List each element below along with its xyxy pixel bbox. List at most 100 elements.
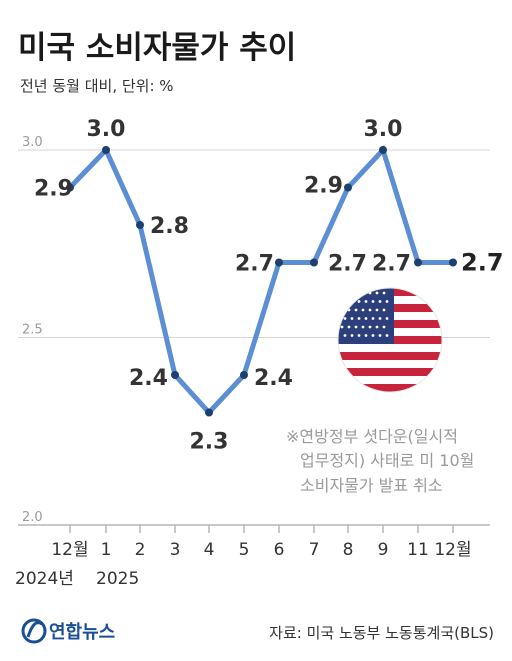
note-line-3: 소비자물가 발표 취소 (300, 476, 443, 495)
data-point (66, 183, 74, 192)
flag-star (375, 308, 379, 312)
data-label: 2.8 (150, 214, 189, 239)
flag-star (350, 334, 354, 337)
flag-star (354, 291, 358, 295)
x-tick-label: 2 (135, 540, 146, 560)
data-point (379, 146, 387, 154)
flag-star (361, 325, 365, 329)
logo-text: 연합뉴스 (49, 621, 115, 643)
x-tick-label: 6 (274, 540, 285, 560)
flag-star (354, 325, 358, 329)
x-tick-label: 9 (378, 540, 389, 560)
y-tick-label: 2.5 (22, 323, 43, 338)
x-tick-label: 5 (239, 540, 250, 560)
data-point (275, 258, 283, 267)
data-point (136, 221, 144, 229)
flag-star (375, 325, 379, 329)
flag-star (382, 291, 386, 295)
flag-star (361, 291, 365, 295)
flag-star (350, 300, 354, 303)
flag-star (361, 308, 365, 312)
data-label: 2.7 (461, 249, 504, 277)
source-text: 자료: 미국 노동부 노동통계국(BLS) (269, 624, 494, 642)
flag-star (378, 317, 382, 320)
data-label-layer: 2.93.02.82.42.32.42.7 2.72.93.02.7 2.7 (34, 117, 504, 455)
flag-star (385, 334, 389, 337)
y-tick-label: 2.0 (22, 510, 43, 525)
data-point (102, 146, 110, 154)
flag-stripe (338, 344, 442, 353)
data-label: 2.3 (190, 430, 229, 455)
flag-stripe (338, 368, 442, 377)
flag-star (368, 308, 372, 312)
flag-star (343, 317, 347, 320)
data-label: 2.9 (34, 177, 73, 202)
data-point (310, 258, 318, 267)
chart-subtitle: 전년 동월 대비, 단위: % (20, 77, 174, 95)
y-axis: 3.0 2.5 2.0 (22, 135, 43, 525)
flag-star (343, 300, 347, 303)
flag-star (347, 291, 351, 295)
flag-star (343, 334, 347, 337)
data-label: 2.7 (372, 252, 411, 277)
flag-stripe (338, 384, 442, 392)
flag-star (354, 308, 358, 312)
x-tick-label: 4 (204, 540, 215, 560)
flag-star (340, 325, 344, 329)
series-line (67, 145, 456, 417)
x-tick-label: 7 (309, 540, 320, 560)
chart-title: 미국 소비자물가 추이 (18, 30, 296, 66)
flag-star (371, 317, 375, 320)
flag-star (357, 334, 361, 337)
flag-star (371, 334, 375, 337)
data-label: 2.4 (129, 366, 168, 391)
data-label: 3.0 (364, 117, 403, 142)
x-tick-label: 8 (343, 540, 354, 560)
flag-star (375, 291, 379, 295)
yonhap-logo: 연합뉴스 (21, 618, 115, 644)
data-label: 2.9 (304, 174, 343, 199)
flag-star (364, 334, 368, 337)
flag-star (364, 300, 368, 303)
data-point (240, 371, 248, 379)
marker-layer (66, 146, 457, 417)
note-line-2: 업무정지) 사태로 미 10월 (300, 451, 474, 470)
flag-star (382, 308, 386, 312)
flag-star (364, 317, 368, 320)
flag-star (385, 317, 389, 320)
flag-star (385, 300, 389, 303)
data-label: 2.7 (328, 252, 367, 277)
flag-star (368, 325, 372, 329)
series-line-layer (67, 145, 456, 417)
year-label-2024: 2024년 (15, 569, 74, 589)
data-point (344, 183, 352, 192)
data-label: 3.0 (87, 117, 126, 142)
data-point (449, 258, 457, 267)
x-tick-label: 1 (101, 540, 112, 560)
flag-star (378, 300, 382, 303)
data-label: 2.4 (254, 366, 293, 391)
flag-stripe (338, 360, 442, 369)
flag-star (350, 317, 354, 320)
data-label: 2.7 (235, 252, 274, 277)
flag-star (357, 300, 361, 303)
flag-star (340, 291, 344, 295)
yonhap-logo-icon (21, 618, 47, 644)
flag-stripe (338, 352, 442, 361)
flag-star (378, 334, 382, 337)
flag-star (357, 317, 361, 320)
flag-star (347, 325, 351, 329)
data-point (414, 258, 422, 267)
x-tick-layer: 12월 1 2 3 4 5 6 7 8 9 11 12월 (51, 540, 471, 560)
x-tick-label: 12월 (434, 540, 471, 560)
x-tick-label: 11 (407, 540, 429, 560)
note-line-1: ※연방정부 셧다운(일시적 (286, 427, 458, 446)
flag-star (382, 325, 386, 329)
y-tick-label: 3.0 (22, 135, 43, 150)
data-point (171, 371, 179, 379)
x-tick-label: 3 (170, 540, 181, 560)
data-point (205, 408, 213, 417)
flag-star (340, 308, 344, 312)
x-axis (18, 524, 490, 533)
